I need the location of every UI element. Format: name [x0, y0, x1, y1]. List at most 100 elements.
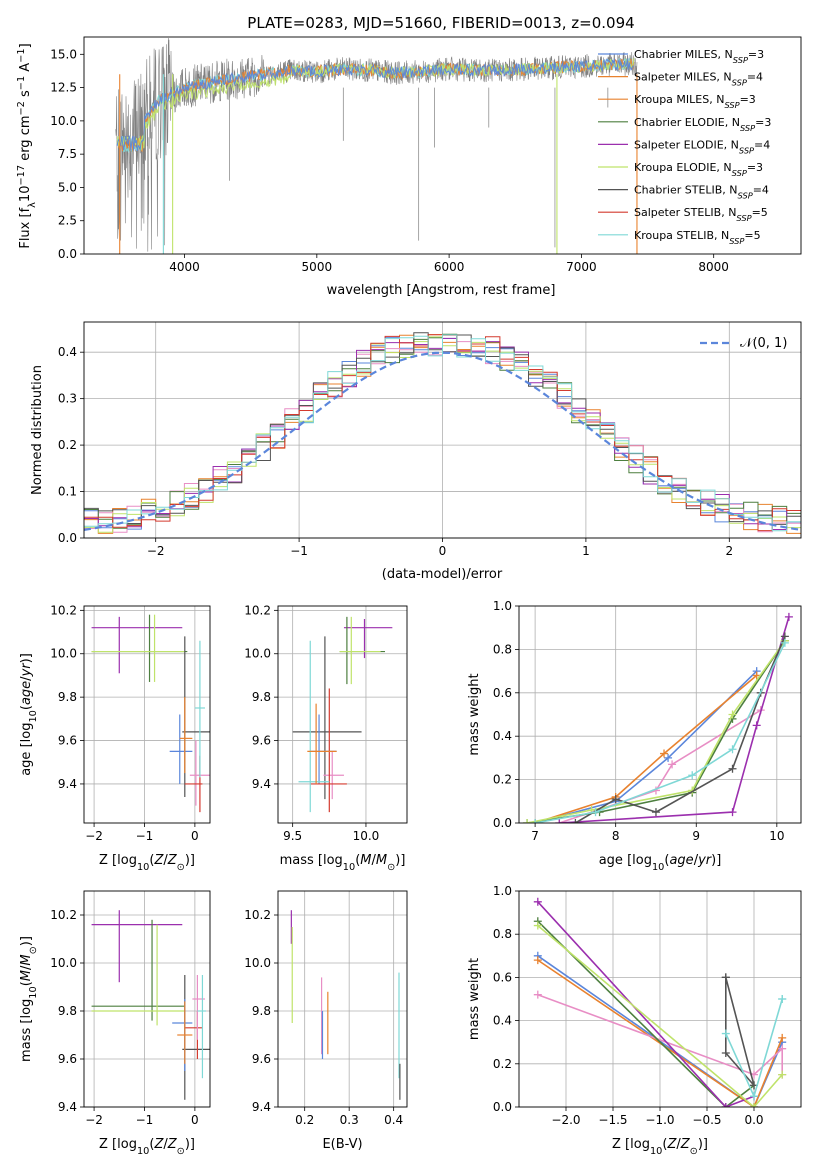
- mass-weight-marker: [750, 1103, 758, 1107]
- y-tick-label: 0.2: [58, 438, 77, 452]
- mass-weight-plot-area: [523, 612, 793, 823]
- mass-weight-marker: [664, 753, 673, 762]
- x-tick-label: 4000: [169, 260, 200, 274]
- legend-text: Salpeter STELIB, N: [634, 206, 736, 219]
- y-tick-label: 0.2: [493, 1057, 512, 1071]
- mass-weight-marker: [533, 956, 542, 965]
- x-tick-label: 0: [439, 544, 447, 558]
- histogram-series: [84, 334, 801, 532]
- age-vs-metallicity-panel: −2 −1 09.49.69.810.010.2Z [log10(Z/Z⊙)]age…: [19, 603, 211, 873]
- model-spectrum-line: [116, 58, 634, 151]
- x-axis-label-part: log: [117, 853, 137, 868]
- axes-frame: [518, 890, 802, 1108]
- errorbar-plot-area: [290, 910, 401, 1100]
- x-axis-label-part: 10: [137, 862, 149, 873]
- mass-weight-marker: [728, 764, 737, 773]
- y-tick-label: 10.2: [244, 908, 271, 922]
- histogram-y-axis-label-part: Normed distribution: [30, 365, 45, 495]
- x-tick-label: 0.0: [744, 1113, 763, 1127]
- spectrum-y-axis-label-part: ]: [18, 43, 33, 48]
- spectrum-y-axis-label: Flux [fλ10−17 erg cm−2 s−1 A−1]: [16, 43, 38, 248]
- y-tick-label: 0.0: [58, 247, 77, 261]
- mass-weight-plot-area: [533, 897, 787, 1107]
- y-axis-label-part: yr: [19, 662, 34, 678]
- spectrum-y-axis-label-part: −1: [16, 48, 27, 62]
- spectrum-plot-area: [115, 37, 638, 254]
- x-tick-label: 1: [582, 544, 590, 558]
- x-axis-label: Z [log10(Z/Z⊙)]: [612, 1137, 708, 1157]
- y-tick-label: 0.4: [493, 1014, 512, 1028]
- x-tick-label: 8: [612, 829, 620, 843]
- mass-vs-metallicity-panel: −2 −1 09.49.69.810.010.2Z [log10(Z/Z⊙)]mas…: [19, 890, 211, 1157]
- x-tick-label: 0.2: [295, 1113, 314, 1127]
- mass-weight-marker: [533, 921, 542, 930]
- y-tick-label: 10.2: [50, 908, 77, 922]
- y-tick-label: 2.5: [58, 214, 77, 228]
- legend-sub: SSP: [738, 191, 753, 201]
- spectrum-y-axis-label-part: A: [18, 63, 33, 76]
- mass-weight-marker: [523, 819, 532, 823]
- legend-sub: SSP: [732, 168, 747, 178]
- x-tick-label: −1.5: [598, 1113, 627, 1127]
- x-axis-label-part: log: [632, 853, 652, 868]
- x-axis-label-part: yr: [697, 853, 713, 868]
- y-tick-label: 1.0: [493, 599, 512, 613]
- y-axis-label-part: mass [: [19, 1019, 34, 1062]
- y-axis-label-part: 10: [28, 986, 39, 998]
- legend-entry: Salpeter ELODIE, NSSP=4: [634, 138, 770, 155]
- y-tick-label: 0.0: [493, 816, 512, 830]
- y-tick-label: 0.6: [493, 970, 512, 984]
- x-axis-label: Z [log10(Z/Z⊙)]: [99, 853, 195, 873]
- histogram-x-axis-label-part: (data-model)/error: [382, 567, 503, 582]
- x-tick-label: −1: [290, 544, 308, 558]
- axes-frame: [83, 321, 802, 539]
- y-tick-label: 9.6: [58, 1052, 77, 1066]
- legend-sub: SSP: [729, 236, 744, 246]
- y-tick-label: 0.8: [493, 927, 512, 941]
- x-tick-label: 0: [191, 1113, 199, 1127]
- x-axis-label-part: /: [372, 853, 377, 868]
- mass-weight-line: [534, 674, 758, 823]
- legend-text: =3: [747, 161, 763, 174]
- normal-reference-curve: [84, 351, 801, 531]
- y-axis-label-part: (: [19, 705, 34, 710]
- mass-weight-marker: [728, 745, 737, 754]
- y-tick-label: 0.2: [493, 773, 512, 787]
- spectrum-y-axis-label-part: −1: [16, 76, 27, 90]
- y-axis-label-part: (: [19, 981, 34, 986]
- y-tick-label: 0.3: [58, 392, 77, 406]
- y-tick-label: 10.0: [50, 647, 77, 661]
- x-tick-label: 9: [692, 829, 700, 843]
- x-tick-label: 0.4: [384, 1113, 403, 1127]
- legend-text: =3: [755, 116, 771, 129]
- x-axis-label-part: Z [: [99, 1137, 117, 1152]
- y-axis-label-part: log: [19, 999, 34, 1019]
- y-axis-label: age [log10(age/yr)]: [19, 653, 39, 776]
- y-tick-label: 9.4: [252, 777, 271, 791]
- legend-text: =5: [752, 206, 768, 219]
- x-axis-label-part: Z: [666, 1137, 677, 1152]
- x-axis-label-part: (: [355, 853, 360, 868]
- spectrum-y-axis-label-part: λ: [27, 202, 38, 208]
- mass-weight-line: [537, 959, 783, 1107]
- x-axis-label: E(B-V): [322, 1137, 362, 1152]
- y-tick-label: 0.0: [58, 531, 77, 545]
- y-tick-label: 0.4: [58, 345, 77, 359]
- legend-text: Chabrier MILES, N: [634, 48, 733, 61]
- y-tick-label: 9.4: [58, 1100, 77, 1114]
- y-axis-label-part: )]: [19, 936, 34, 946]
- y-axis-label-part: ⊙: [28, 946, 39, 954]
- mass-weight-line: [537, 924, 783, 1107]
- spectrum-y-axis-label-part: erg cm: [18, 115, 33, 164]
- x-axis-label-part: log: [117, 1137, 137, 1152]
- y-tick-label: 10.0: [50, 114, 77, 128]
- mass-weight-marker: [668, 760, 677, 769]
- mass-weight-marker: [750, 1092, 758, 1101]
- x-axis-label-part: E(B-V): [322, 1137, 362, 1152]
- mass-weight-marker: [778, 1070, 787, 1079]
- mass-weight-marker: [533, 897, 542, 906]
- y-axis-label-part: mass weight: [467, 673, 482, 755]
- y-tick-label: 9.4: [252, 1100, 271, 1114]
- y-axis-label-part: age: [19, 681, 34, 705]
